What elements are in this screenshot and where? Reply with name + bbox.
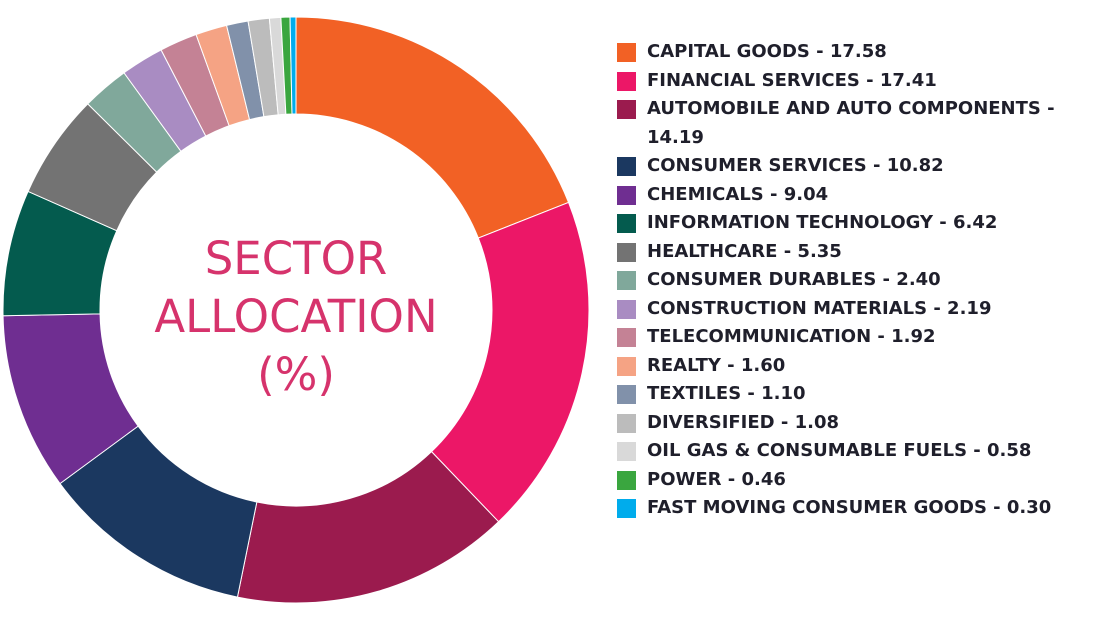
legend-label: TEXTILES - 1.10 [647, 383, 806, 404]
legend-swatch [617, 157, 636, 176]
chart-title-line-1: SECTOR [204, 232, 388, 285]
legend-label: CAPITAL GOODS - 17.58 [647, 41, 887, 62]
legend-label: DIVERSIFIED - 1.08 [647, 411, 840, 433]
legend-item: TEXTILES - 1.10 [617, 380, 1097, 409]
legend-swatch [617, 242, 636, 262]
legend-label: CONSUMER DURABLES - 2.40 [647, 269, 941, 290]
chart-title-line-2: ALLOCATION [154, 290, 438, 343]
legend-item: CONSUMER DURABLES - 2.40 [617, 266, 1097, 295]
legend-label: FINANCIAL SERVICES - 17.41 [647, 69, 937, 91]
legend-swatch [617, 299, 636, 319]
legend-swatch [617, 71, 636, 91]
legend-item: TELECOMMUNICATION - 1.92 [617, 323, 1097, 352]
legend-swatch [617, 271, 636, 290]
chart-title: SECTOR ALLOCATION (%) [110, 230, 482, 404]
legend-item: AUTOMOBILE AND AUTO COMPONENTS - 14.19 [617, 95, 1097, 152]
legend-label: TELECOMMUNICATION - 1.92 [647, 326, 936, 347]
donut-slice-1 [430, 201, 590, 523]
legend-swatch [617, 328, 636, 347]
chart-legend: CAPITAL GOODS - 17.58 FINANCIAL SERVICES … [617, 38, 1097, 523]
legend-item: CONSTRUCTION MATERIALS - 2.19 [617, 295, 1097, 324]
legend-item: OIL GAS & CONSUMABLE FUELS - 0.58 [617, 437, 1097, 466]
legend-item: FINANCIAL SERVICES - 17.41 [617, 67, 1097, 96]
legend-item: DIVERSIFIED - 1.08 [617, 409, 1097, 438]
legend-label: REALTY - 1.60 [647, 354, 786, 376]
legend-swatch [617, 413, 636, 433]
legend-label: AUTOMOBILE AND AUTO COMPONENTS - 14.19 [647, 98, 1055, 148]
legend-swatch [617, 499, 636, 518]
legend-label: INFORMATION TECHNOLOGY - 6.42 [647, 212, 998, 233]
legend-swatch [617, 185, 636, 205]
sector-donut-chart [2, 16, 590, 604]
legend-item: HEALTHCARE - 5.35 [617, 238, 1097, 267]
legend-label: HEALTHCARE - 5.35 [647, 240, 842, 262]
donut-slice-0 [295, 16, 570, 239]
legend-swatch [617, 214, 636, 233]
legend-swatch [617, 470, 636, 490]
legend-item: CONSUMER SERVICES - 10.82 [617, 152, 1097, 181]
legend-item: FAST MOVING CONSUMER GOODS - 0.30 [617, 494, 1097, 523]
legend-item: REALTY - 1.60 [617, 352, 1097, 381]
legend-label: CONSTRUCTION MATERIALS - 2.19 [647, 297, 992, 319]
legend-label: OIL GAS & CONSUMABLE FUELS - 0.58 [647, 440, 1032, 461]
legend-swatch [617, 385, 636, 404]
donut-slice-15 [289, 16, 297, 115]
legend-swatch [617, 43, 636, 62]
legend-swatch [617, 442, 636, 461]
legend-label: POWER - 0.46 [647, 468, 786, 490]
legend-label: CHEMICALS - 9.04 [647, 183, 829, 205]
legend-label: CONSUMER SERVICES - 10.82 [647, 155, 944, 176]
legend-item: INFORMATION TECHNOLOGY - 6.42 [617, 209, 1097, 238]
chart-title-line-3: (%) [257, 348, 335, 401]
legend-item: CAPITAL GOODS - 17.58 [617, 38, 1097, 67]
legend-item: CHEMICALS - 9.04 [617, 181, 1097, 210]
legend-swatch [617, 100, 636, 119]
legend-label: FAST MOVING CONSUMER GOODS - 0.30 [647, 497, 1052, 518]
legend-swatch [617, 356, 636, 376]
legend-item: POWER - 0.46 [617, 466, 1097, 495]
